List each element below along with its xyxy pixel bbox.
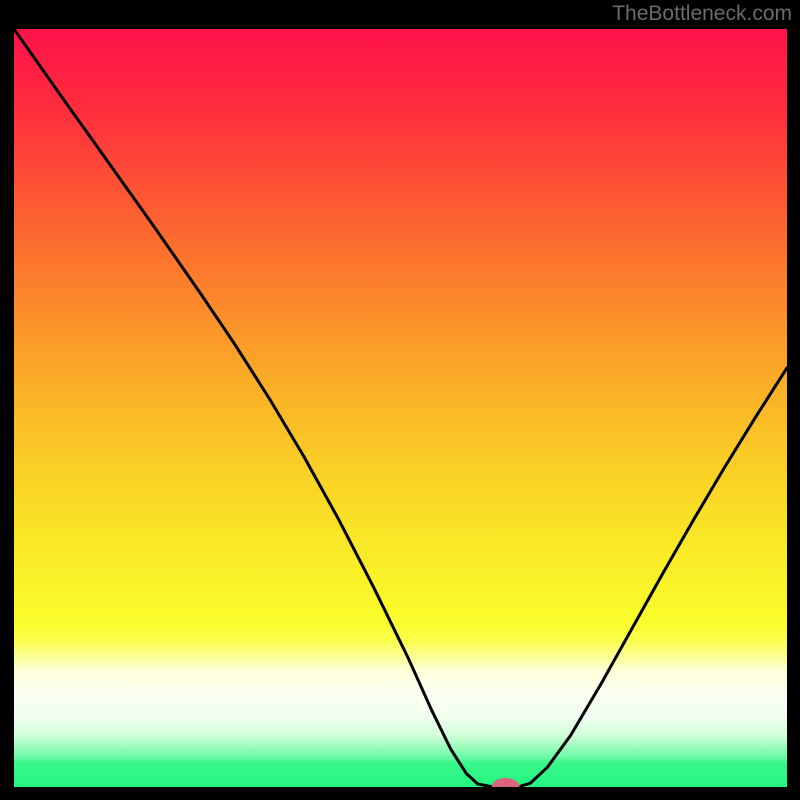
chart-stage: TheBottleneck.com [0,0,800,800]
gradient-background [14,29,787,787]
plot-area [14,29,787,787]
watermark-text: TheBottleneck.com [612,2,792,26]
chart-svg [14,29,787,787]
